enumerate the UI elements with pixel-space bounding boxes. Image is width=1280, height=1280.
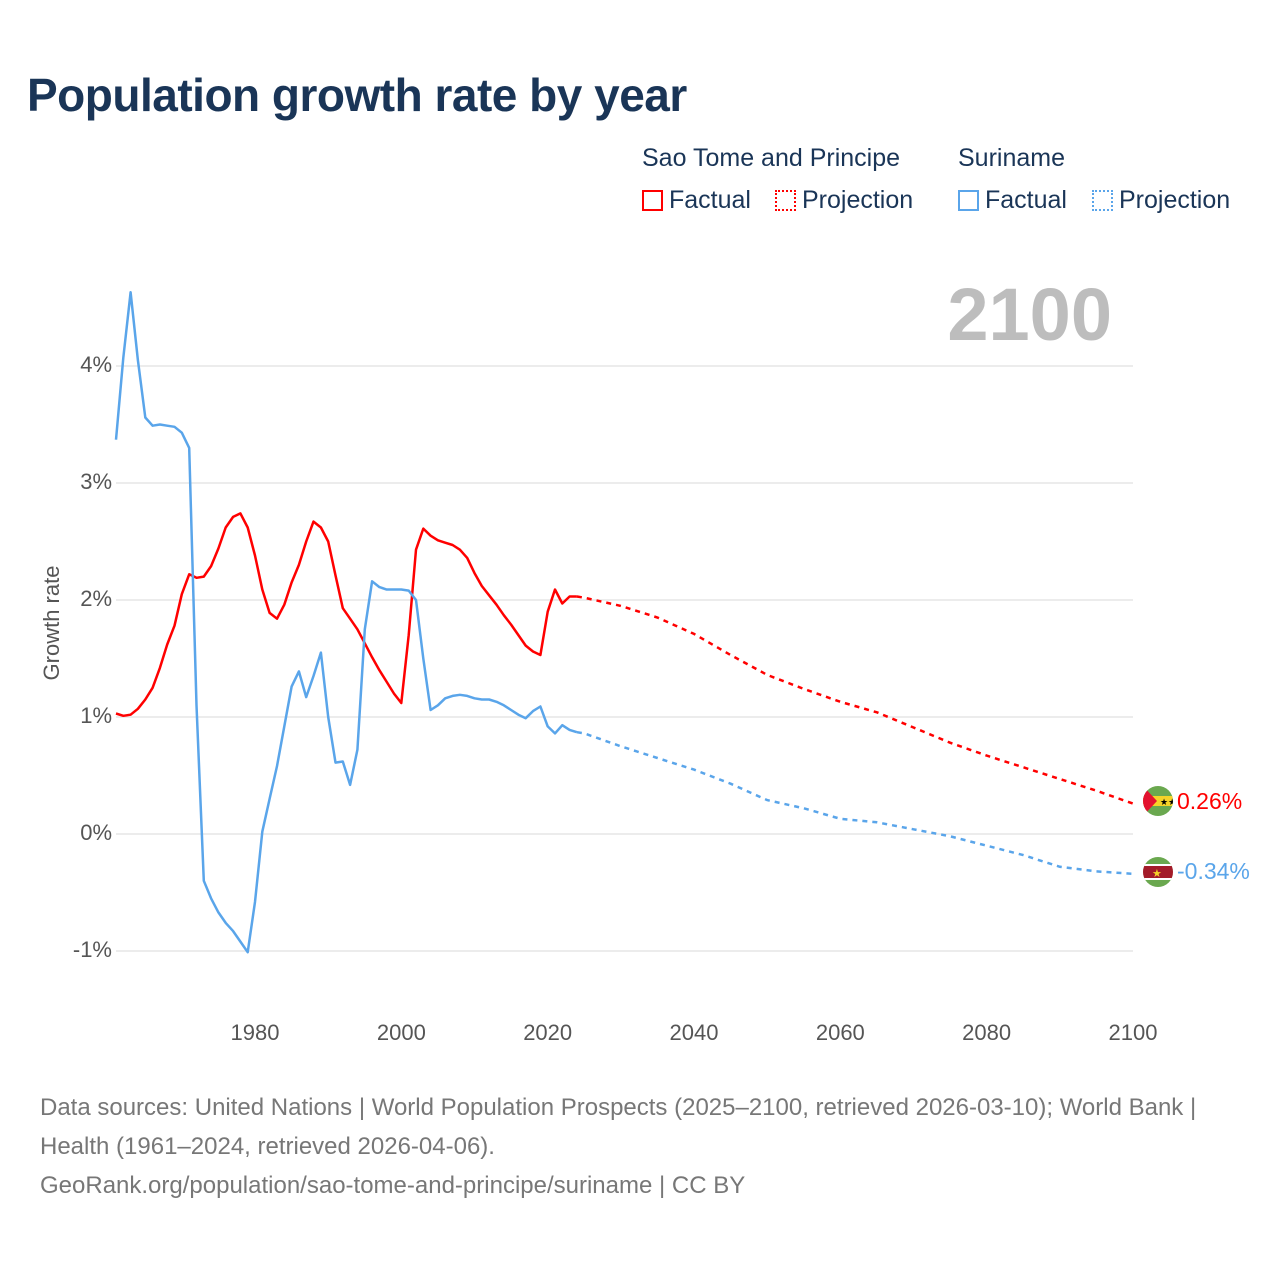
y-tick-label: 4% (80, 352, 112, 377)
x-tick-label: 2040 (669, 1020, 719, 1045)
x-tick-label: 2000 (376, 1020, 426, 1045)
legend-country-sao-tome: Sao Tome and Principe (642, 144, 901, 172)
legend-swatch-dotted (1092, 190, 1113, 211)
x-tick-label: 2080 (962, 1020, 1012, 1045)
y-tick-label: 1% (80, 703, 112, 728)
attribution-link[interactable]: GeoRank.org/population/sao-tome-and-prin… (40, 1172, 746, 1199)
legend-label: Projection (802, 186, 914, 214)
x-tick-label: 2100 (1108, 1020, 1158, 1045)
legend-swatch-solid (958, 190, 979, 211)
current-year-label: 2100 (947, 273, 1112, 356)
legend-sao-tome-factual[interactable]: Factual (642, 186, 751, 215)
legend-swatch-dotted (775, 190, 796, 211)
y-tick-label: 0% (80, 820, 112, 845)
legend-label: Factual (669, 186, 751, 214)
x-tick-label: 2020 (523, 1020, 573, 1045)
legend-label: Projection (1119, 186, 1231, 214)
end-label-suriname: -0.34% (1177, 858, 1250, 884)
y-tick-label: 2% (80, 586, 112, 611)
legend-suriname-factual[interactable]: Factual (958, 186, 1067, 215)
sao-tome-flag-icon: ★★ (1143, 786, 1176, 816)
chart-title: Population growth rate by year (27, 69, 687, 121)
y-axis-label: Growth rate (39, 565, 64, 681)
legend-country-suriname: Suriname (958, 144, 1065, 172)
sao-tome-and-principe-factual-line (115, 512, 577, 718)
legend-suriname-projection[interactable]: Projection (1092, 186, 1230, 215)
svg-text:★★: ★★ (1160, 797, 1176, 807)
x-tick-label: 1980 (230, 1020, 280, 1045)
y-tick-label: 3% (80, 469, 112, 494)
suriname-flag-icon: ★ (1143, 857, 1173, 887)
suriname-projection-line (576, 730, 1134, 876)
footer: Data sources: United Nations | World Pop… (40, 1088, 1240, 1205)
data-sources: Data sources: United Nations | World Pop… (40, 1094, 1197, 1160)
svg-text:★: ★ (1152, 868, 1162, 880)
legend-swatch-solid (642, 190, 663, 211)
legend-label: Factual (985, 186, 1067, 214)
x-tick-label: 2060 (815, 1020, 865, 1045)
suriname-factual-line (114, 291, 578, 954)
y-tick-label: -1% (72, 937, 112, 962)
sao-tome-and-principe-projection-line (576, 595, 1134, 805)
end-label-sao-tome: 0.26% (1177, 788, 1243, 814)
legend-sao-tome-projection[interactable]: Projection (775, 186, 913, 215)
